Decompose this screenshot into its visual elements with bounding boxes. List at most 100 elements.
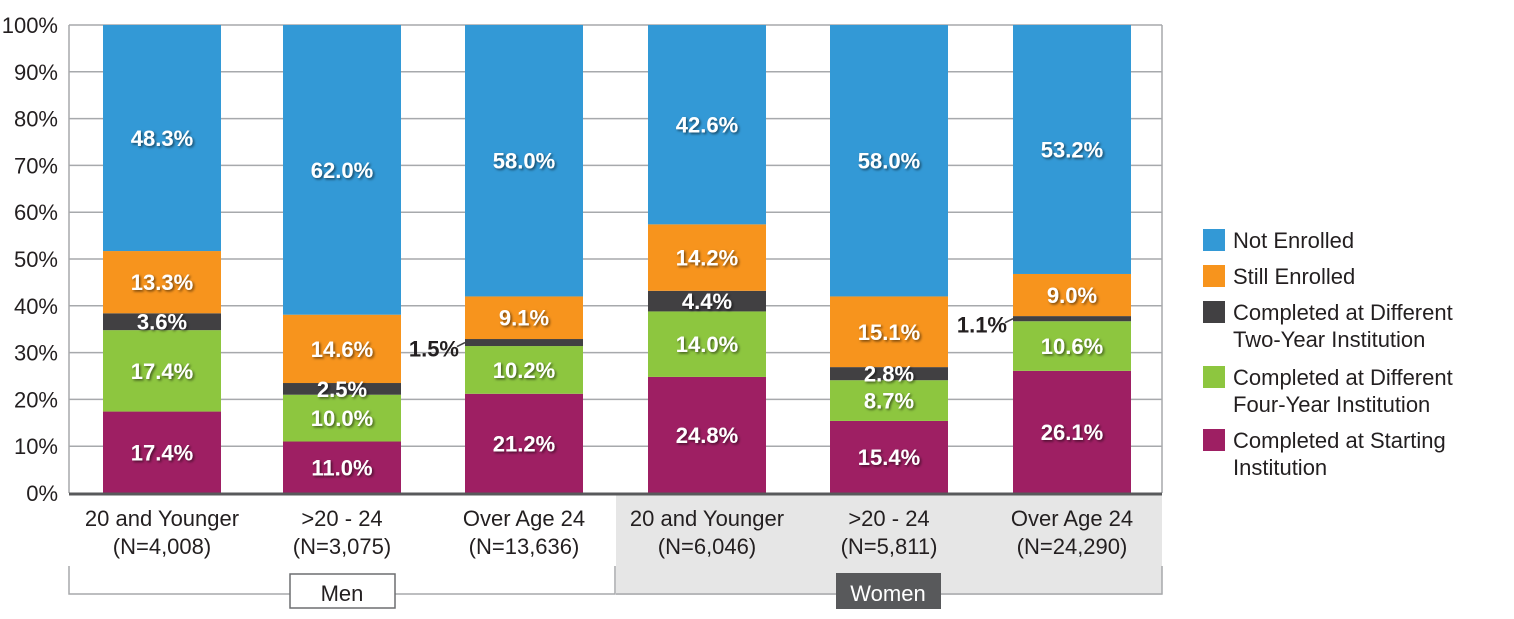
data-label: 2.8% <box>864 362 914 387</box>
data-label: 15.4% <box>858 445 920 470</box>
legend-label: Completed at Starting <box>1233 428 1446 453</box>
bar-segment <box>1013 25 1131 274</box>
bar-segment <box>830 367 948 381</box>
bar-segment <box>283 394 401 442</box>
data-label: 24.8% <box>676 423 738 448</box>
bar-segment <box>465 346 583 394</box>
legend-label: Institution <box>1233 455 1327 480</box>
x-tick-label: >20 - 24 <box>848 506 929 531</box>
x-tick-sample-size: (N=6,046) <box>658 534 756 559</box>
x-tick-label: 20 and Younger <box>85 506 239 531</box>
bar-segment <box>648 224 766 291</box>
x-tick-sample-size: (N=4,008) <box>113 534 211 559</box>
y-tick-label: 50% <box>14 247 58 272</box>
x-tick-sample-size: (N=3,075) <box>293 534 391 559</box>
data-label: 13.3% <box>131 270 193 295</box>
legend-label: Four-Year Institution <box>1233 392 1430 417</box>
bar-segment <box>1013 370 1131 493</box>
legend-swatch <box>1203 229 1225 251</box>
y-tick-label: 20% <box>14 387 58 412</box>
bar-segment <box>103 251 221 314</box>
data-label: 42.6% <box>676 113 738 138</box>
data-label: 48.3% <box>131 126 193 151</box>
data-label: 8.7% <box>864 389 914 414</box>
bar-segment <box>648 290 766 312</box>
group-label-box-women <box>836 573 941 609</box>
data-label: 10.0% <box>311 406 373 431</box>
x-tick-label: Over Age 24 <box>463 506 585 531</box>
data-label: 14.0% <box>676 332 738 357</box>
bar-segment <box>103 411 221 493</box>
bar-segment <box>283 383 401 395</box>
data-label: 17.4% <box>131 359 193 384</box>
y-tick-label: 0% <box>26 481 58 506</box>
data-label: 53.2% <box>1041 137 1103 162</box>
legend-swatch <box>1203 429 1225 451</box>
data-label: 10.6% <box>1041 334 1103 359</box>
y-tick-label: 30% <box>14 341 58 366</box>
y-tick-label: 40% <box>14 294 58 319</box>
bar-segment <box>283 314 401 384</box>
y-tick-label: 10% <box>14 434 58 459</box>
legend-label: Two-Year Institution <box>1233 327 1425 352</box>
bar-segment <box>103 330 221 412</box>
bar-segment <box>1013 316 1131 322</box>
data-label: 58.0% <box>493 149 555 174</box>
data-label: 58.0% <box>858 149 920 174</box>
bar-segment <box>1013 273 1131 317</box>
bar-segment <box>283 25 401 315</box>
legend-label: Completed at Different <box>1233 300 1453 325</box>
bar-segment <box>465 296 583 340</box>
bar-segment <box>465 25 583 297</box>
x-tick-label: 20 and Younger <box>630 506 784 531</box>
data-label: 15.1% <box>858 320 920 345</box>
legend-label: Not Enrolled <box>1233 228 1354 253</box>
bar-segment <box>465 393 583 493</box>
legend-item: Still Enrolled <box>1203 264 1355 289</box>
data-label: 4.4% <box>682 289 732 314</box>
data-label: 1.1% <box>957 313 1007 338</box>
data-label: 14.6% <box>311 337 373 362</box>
bar-segment <box>830 380 948 421</box>
bar-segment <box>830 296 948 368</box>
legend-swatch <box>1203 366 1225 388</box>
data-label: 14.2% <box>676 246 738 271</box>
bar-segment <box>648 311 766 377</box>
bar-segment <box>103 313 221 331</box>
label-leader-line <box>456 341 466 348</box>
group-label-box-men <box>289 573 396 609</box>
data-label: 3.6% <box>137 310 187 335</box>
legend-swatch <box>1203 301 1225 323</box>
bar-segment <box>830 420 948 493</box>
x-tick-sample-size: (N=13,636) <box>469 534 580 559</box>
group-label-women: Women <box>850 581 925 606</box>
y-tick-label: 100% <box>2 13 58 38</box>
y-tick-label: 80% <box>14 107 58 132</box>
bar-segment <box>465 339 583 347</box>
data-label: 26.1% <box>1041 420 1103 445</box>
data-label: 17.4% <box>131 440 193 465</box>
bar-segment <box>830 25 948 297</box>
bar-segment <box>648 25 766 225</box>
y-tick-label: 90% <box>14 60 58 85</box>
y-tick-label: 70% <box>14 153 58 178</box>
y-tick-label: 60% <box>14 200 58 225</box>
bar-segment <box>103 25 221 252</box>
bar-segment <box>1013 321 1131 371</box>
data-label: 10.2% <box>493 358 555 383</box>
data-label: 11.0% <box>311 455 372 480</box>
data-label: 21.2% <box>493 431 555 456</box>
x-tick-label: >20 - 24 <box>301 506 382 531</box>
group-label-men: Men <box>321 581 364 606</box>
data-label: 9.1% <box>499 306 549 331</box>
label-leader-line <box>1004 317 1014 324</box>
x-tick-sample-size: (N=24,290) <box>1017 534 1128 559</box>
data-label: 62.0% <box>311 158 373 183</box>
legend-swatch <box>1203 265 1225 287</box>
data-label: 1.5% <box>409 337 459 362</box>
bar-segment <box>283 441 401 493</box>
x-tick-label: Over Age 24 <box>1011 506 1133 531</box>
